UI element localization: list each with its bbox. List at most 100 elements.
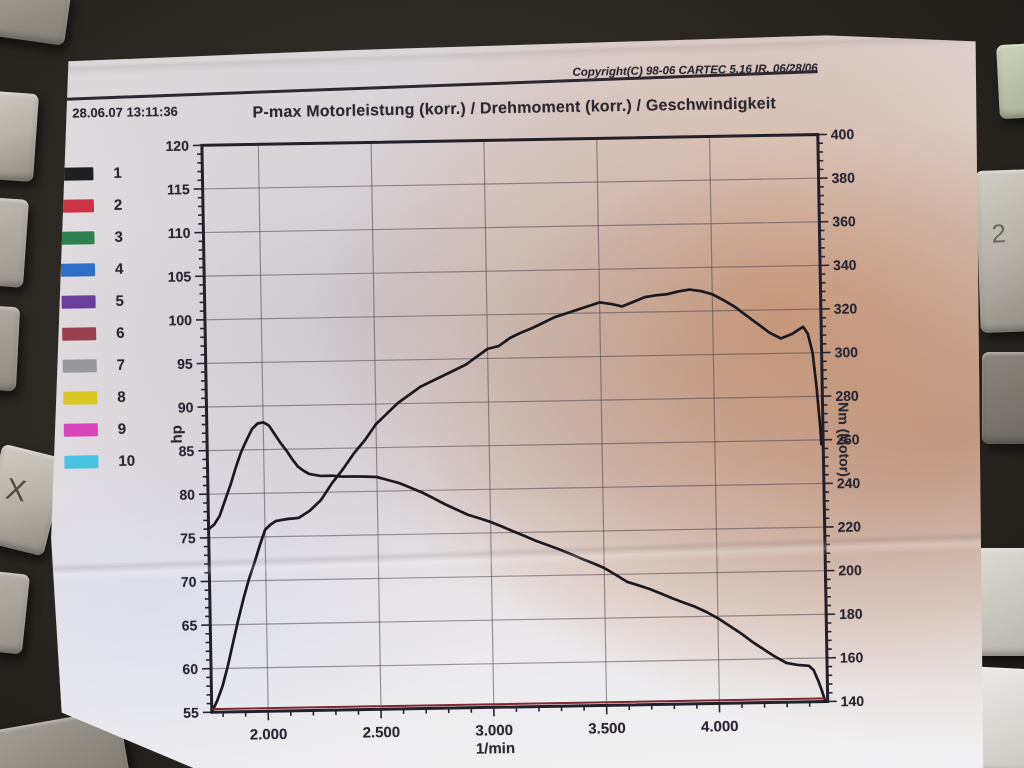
grid-line-horizontal bbox=[205, 352, 822, 364]
grid-line-horizontal bbox=[204, 308, 821, 321]
legend-label: 7 bbox=[116, 356, 126, 374]
legend-swatch bbox=[61, 294, 96, 309]
y-left-tick-label: 65 bbox=[182, 617, 198, 633]
keyboard-key bbox=[996, 42, 1024, 120]
legend-row: 4 bbox=[60, 253, 132, 286]
keyboard-key bbox=[0, 569, 31, 655]
grid-line-vertical bbox=[708, 136, 721, 704]
grid-line-horizontal bbox=[207, 439, 824, 452]
legend-label: 1 bbox=[113, 164, 122, 182]
legend-swatch bbox=[63, 390, 98, 405]
legend-label: 2 bbox=[113, 196, 123, 214]
legend-row: 9 bbox=[63, 413, 135, 446]
y-right-tick-label: 220 bbox=[838, 518, 862, 534]
legend-label: 9 bbox=[117, 420, 127, 438]
grid-line-horizontal bbox=[207, 482, 824, 495]
legend-swatch bbox=[62, 326, 97, 341]
grid-line-horizontal bbox=[211, 657, 827, 670]
y-right-tick-label: 180 bbox=[839, 606, 863, 622]
legend-row: 7 bbox=[62, 349, 133, 382]
grid-line-horizontal bbox=[202, 177, 819, 190]
legend-row: 8 bbox=[63, 381, 134, 414]
grid-line-horizontal bbox=[204, 264, 821, 277]
keyboard-key-2: 2 bbox=[975, 168, 1024, 334]
y-right-tick-label: 140 bbox=[841, 693, 865, 709]
legend-label: 5 bbox=[115, 292, 125, 310]
grid-line-horizontal bbox=[209, 570, 826, 583]
x-tick-label: 3,500 bbox=[588, 720, 626, 738]
legend-label: 3 bbox=[114, 228, 123, 246]
power-curve bbox=[210, 288, 823, 714]
y-right-tick-label: 240 bbox=[837, 475, 861, 491]
grid-line-vertical bbox=[596, 138, 608, 706]
legend-label: 4 bbox=[114, 260, 124, 278]
legend-swatch bbox=[62, 358, 97, 373]
chart-title: P-max Motorleistung (korr.) / Drehmoment… bbox=[252, 95, 777, 122]
legend-row: 3 bbox=[60, 221, 131, 254]
keycap-x-label: X bbox=[3, 472, 29, 509]
y-left-tick-label: 95 bbox=[177, 356, 193, 372]
y-left-tick-label: 80 bbox=[179, 486, 195, 502]
plot-frame bbox=[200, 133, 830, 714]
keyboard-key bbox=[0, 304, 21, 392]
paper-sheet: Copyright(C) 98-06 CARTEC 5.16 IR, 06/28… bbox=[51, 35, 984, 768]
keyboard-key bbox=[976, 548, 1024, 656]
y-left-tick-label: 60 bbox=[182, 661, 198, 677]
y-left-tick-label: 120 bbox=[165, 138, 189, 154]
legend-swatch bbox=[59, 166, 94, 181]
y-right-tick-label: 200 bbox=[838, 562, 862, 578]
legend-row: 2 bbox=[59, 189, 131, 222]
legend-row: 1 bbox=[59, 157, 130, 190]
legend-label: 8 bbox=[117, 388, 126, 406]
grid-line-vertical bbox=[483, 140, 495, 708]
torque-curve bbox=[207, 420, 827, 703]
y-right-tick-label: 300 bbox=[834, 344, 858, 360]
y-right-tick-label: 400 bbox=[831, 126, 855, 142]
grid-line-vertical bbox=[257, 144, 269, 712]
x-tick-label: 2,500 bbox=[362, 724, 400, 741]
legend-swatch bbox=[64, 454, 99, 469]
speed-baseline bbox=[211, 697, 827, 711]
x-tick-label: 2,000 bbox=[250, 726, 288, 741]
y-left-tick-label: 55 bbox=[183, 704, 199, 720]
grid-line-horizontal bbox=[206, 395, 823, 408]
y-right-tick-label: 280 bbox=[835, 388, 859, 404]
x-tick-label: 4,000 bbox=[701, 718, 739, 736]
legend-label: 6 bbox=[116, 324, 125, 342]
y-left-tick-label: 105 bbox=[168, 268, 192, 284]
keyboard-key bbox=[0, 0, 72, 46]
legend-row: 6 bbox=[62, 317, 133, 350]
legend-row: 5 bbox=[61, 285, 132, 318]
y-right-tick-label: 340 bbox=[833, 257, 857, 273]
grid-line-horizontal bbox=[210, 613, 827, 626]
legend-swatch bbox=[60, 230, 95, 245]
legend: 1 2 3 4 5 6 7 8 9 10 bbox=[59, 157, 135, 478]
datetime-text: 28.06.07 13:11:36 bbox=[72, 103, 178, 121]
legend-row: 10 bbox=[64, 445, 135, 478]
keycap-2-label: 2 bbox=[990, 218, 1007, 249]
legend-swatch bbox=[63, 422, 98, 437]
legend-swatch bbox=[60, 262, 96, 277]
y-left-tick-label: 110 bbox=[168, 225, 191, 241]
y-right-tick-label: 380 bbox=[831, 170, 855, 186]
y-left-tick-label: 70 bbox=[181, 574, 197, 590]
x-tick-label: 3,000 bbox=[475, 722, 513, 740]
y-left-tick-label: 85 bbox=[179, 443, 195, 459]
y-right-tick-label: 160 bbox=[840, 649, 864, 665]
keyboard-key bbox=[0, 196, 30, 288]
y-right-tick-label: 360 bbox=[832, 213, 856, 229]
keyboard-key bbox=[982, 352, 1024, 444]
legend-swatch bbox=[59, 198, 95, 213]
y-left-tick-label: 90 bbox=[178, 399, 194, 415]
y-left-tick-label: 100 bbox=[168, 312, 192, 328]
y-left-tick-label: 75 bbox=[180, 530, 196, 546]
y-right-tick-label: 320 bbox=[834, 300, 858, 316]
y-right-tick-label: 260 bbox=[836, 431, 860, 447]
y-left-tick-label: 115 bbox=[167, 181, 190, 197]
legend-label: 10 bbox=[118, 452, 136, 470]
x-axis-title: 1/min bbox=[475, 739, 516, 758]
grid-line-horizontal bbox=[203, 221, 820, 234]
dyno-printout: Copyright(C) 98-06 CARTEC 5.16 IR, 06/28… bbox=[51, 35, 983, 768]
keyboard-key bbox=[0, 90, 39, 182]
